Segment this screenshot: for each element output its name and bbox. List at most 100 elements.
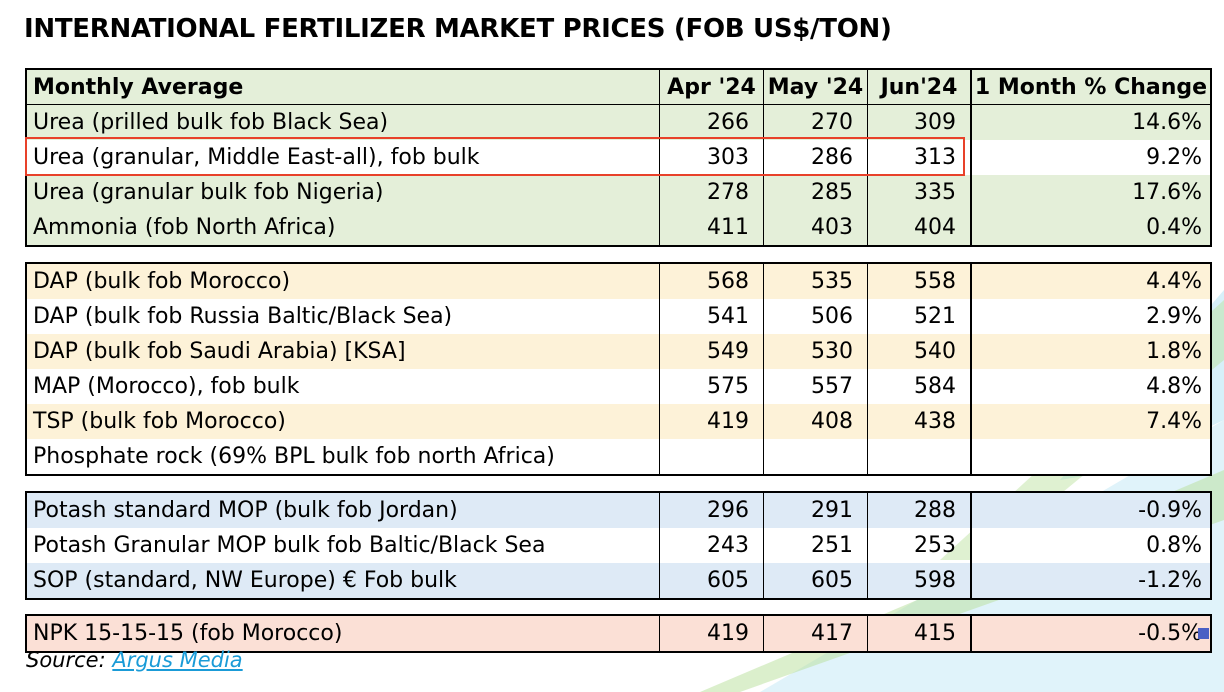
table-row: Potash standard MOP (bulk fob Jordan) 296…	[27, 493, 1210, 528]
cell-apr: 411	[660, 210, 764, 245]
header-may: May '24	[764, 70, 868, 104]
table-header-row: Monthly Average Apr '24 May '24 Jun'24 1…	[27, 70, 1210, 105]
page-title: INTERNATIONAL FERTILIZER MARKET PRICES (…	[24, 14, 892, 44]
cell-may: 285	[764, 175, 868, 210]
cell-pct-change: 2.9%	[972, 299, 1210, 334]
table-section-nitrogen: Monthly Average Apr '24 May '24 Jun'24 1…	[25, 68, 1212, 247]
table-row: Ammonia (fob North Africa) 411 403 404 0.4%	[27, 210, 1210, 245]
cell-apr: 419	[660, 616, 764, 651]
row-label: DAP (bulk fob Saudi Arabia) [KSA]	[27, 334, 660, 369]
cell-apr	[660, 439, 764, 474]
cell-pct-change: -0.9%	[1138, 498, 1202, 523]
cell-pct-change: 1.8%	[1146, 339, 1202, 364]
table-row: Urea (granular, Middle East-all), fob bu…	[27, 140, 1210, 175]
table-row: Potash Granular MOP bulk fob Baltic/Blac…	[27, 528, 1210, 563]
cell-may: 535	[764, 264, 868, 299]
cell-pct-change	[972, 439, 1210, 474]
cell-may: 605	[764, 563, 868, 598]
row-label: Potash Granular MOP bulk fob Baltic/Blac…	[27, 528, 660, 563]
row-label: DAP (bulk fob Morocco)	[27, 264, 660, 299]
source-line: Source: Argus Media	[26, 648, 243, 672]
cell-pct-change: 9.2%	[972, 140, 1210, 175]
cell-jun: 309	[868, 105, 972, 140]
cell-jun: 584	[868, 369, 972, 404]
cell-pct-change: 4.8%	[972, 369, 1210, 404]
table-row: TSP (bulk fob Morocco) 419 408 438 7.4%	[27, 404, 1210, 439]
cell-jun: 540	[868, 334, 972, 369]
row-label: Urea (granular, Middle East-all), fob bu…	[27, 140, 660, 175]
cell-may: 530	[764, 334, 868, 369]
cell-apr: 541	[660, 299, 764, 334]
cell-jun: 288	[868, 493, 972, 528]
price-table: Monthly Average Apr '24 May '24 Jun'24 1…	[25, 68, 1212, 653]
cell-pct-change: 4.4%	[1146, 269, 1202, 294]
table-row: SOP (standard, NW Europe) € Fob bulk 605 6…	[27, 563, 1210, 598]
cell-may: 286	[764, 140, 868, 175]
cell-jun: 313	[868, 140, 972, 175]
cell-jun: 598	[868, 563, 972, 598]
table-row: NPK 15-15-15 (fob Morocco) 419 417 415 -0.5%	[27, 616, 1210, 651]
table-row: DAP (bulk fob Russia Baltic/Black Sea) 54…	[27, 299, 1210, 334]
header-jun: Jun'24	[868, 70, 972, 104]
row-label: Phosphate rock (69% BPL bulk fob north A…	[27, 439, 660, 474]
cell-may: 506	[764, 299, 868, 334]
table-row: DAP (bulk fob Saudi Arabia) [KSA] 549 530 5…	[27, 334, 1210, 369]
header-monthly-average: Monthly Average	[27, 70, 660, 104]
cell-jun	[868, 439, 972, 474]
cell-pct-change: 14.6%	[1132, 110, 1202, 135]
row-label: Urea (granular bulk fob Nigeria)	[27, 175, 660, 210]
cell-apr: 278	[660, 175, 764, 210]
cell-may: 251	[764, 528, 868, 563]
cell-may: 403	[764, 210, 868, 245]
cell-jun: 438	[868, 404, 972, 439]
cell-pct-change: 0.4%	[1146, 215, 1202, 240]
cell-pct-change: -1.2%	[1138, 568, 1202, 593]
cell-apr: 605	[660, 563, 764, 598]
cell-may	[764, 439, 868, 474]
cell-apr: 549	[660, 334, 764, 369]
source-label: Source:	[26, 648, 113, 672]
cell-jun: 335	[868, 175, 972, 210]
source-link[interactable]: Argus Media	[112, 648, 243, 672]
cell-pct-change: 7.4%	[1146, 409, 1202, 434]
cell-apr: 266	[660, 105, 764, 140]
cell-apr: 568	[660, 264, 764, 299]
row-label: DAP (bulk fob Russia Baltic/Black Sea)	[27, 299, 660, 334]
header-apr: Apr '24	[660, 70, 764, 104]
cell-jun: 253	[868, 528, 972, 563]
cell-may: 270	[764, 105, 868, 140]
table-row: DAP (bulk fob Morocco) 568 535 558 4.4%	[27, 264, 1210, 299]
cell-jun: 404	[868, 210, 972, 245]
table-section-phosphate: DAP (bulk fob Morocco) 568 535 558 4.4% DAP (…	[25, 262, 1212, 476]
header-pct-change: 1 Month % Change	[974, 75, 1208, 100]
cell-apr: 296	[660, 493, 764, 528]
cell-may: 417	[764, 616, 868, 651]
table-row: MAP (Morocco), fob bulk 575 557 584 4.8%	[27, 369, 1210, 404]
cell-apr: 303	[660, 140, 764, 175]
row-label: Urea (prilled bulk fob Black Sea)	[27, 105, 660, 140]
resize-handle[interactable]	[1198, 628, 1209, 639]
row-label: NPK 15-15-15 (fob Morocco)	[27, 616, 660, 651]
cell-jun: 521	[868, 299, 972, 334]
cell-may: 557	[764, 369, 868, 404]
row-label: SOP (standard, NW Europe) € Fob bulk	[27, 563, 660, 598]
cell-pct-change: -0.5%	[1138, 621, 1202, 646]
row-label: MAP (Morocco), fob bulk	[27, 369, 660, 404]
table-row: Urea (prilled bulk fob Black Sea) 266 270 3…	[27, 105, 1210, 140]
cell-apr: 243	[660, 528, 764, 563]
row-label: TSP (bulk fob Morocco)	[27, 404, 660, 439]
row-label: Ammonia (fob North Africa)	[27, 210, 660, 245]
cell-pct-change: 17.6%	[1132, 180, 1202, 205]
cell-jun: 415	[868, 616, 972, 651]
cell-may: 408	[764, 404, 868, 439]
cell-may: 291	[764, 493, 868, 528]
cell-pct-change: 0.8%	[972, 528, 1210, 563]
table-section-npk: NPK 15-15-15 (fob Morocco) 419 417 415 -0.5%	[25, 614, 1212, 653]
cell-apr: 575	[660, 369, 764, 404]
table-section-potash: Potash standard MOP (bulk fob Jordan) 296…	[25, 491, 1212, 600]
table-row: Urea (granular bulk fob Nigeria) 278 285 33…	[27, 175, 1210, 210]
cell-apr: 419	[660, 404, 764, 439]
table-row: Phosphate rock (69% BPL bulk fob north A…	[27, 439, 1210, 474]
cell-jun: 558	[868, 264, 972, 299]
row-label: Potash standard MOP (bulk fob Jordan)	[27, 493, 660, 528]
